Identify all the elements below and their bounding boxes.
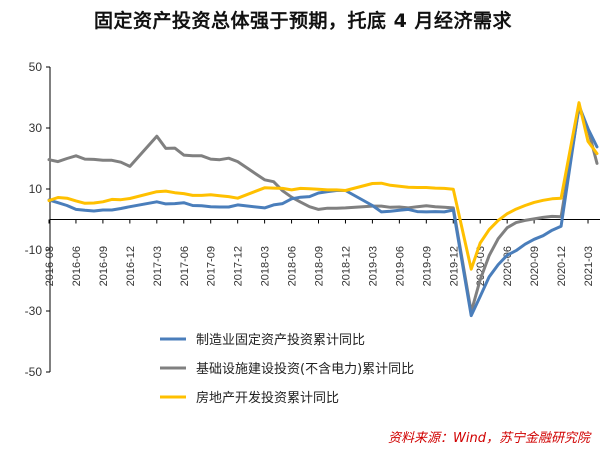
y-tick-label: 50: [29, 60, 43, 74]
x-tick-label: 2017-06: [179, 246, 191, 286]
x-tick-label: 2019-12: [448, 246, 460, 286]
source-note: 资料来源：Wind，苏宁金融研究院: [388, 431, 590, 446]
series-line-infrastructure: [47, 106, 599, 314]
y-tick-label: -10: [25, 243, 43, 257]
legend-label-infrastructure: 基础设施建设投资(不含电力)累计同比: [196, 361, 414, 377]
x-tick-label: 2018-09: [314, 246, 326, 286]
x-tick-label: 2021-03: [583, 246, 595, 286]
x-tick-label: 2018-03: [260, 246, 272, 286]
x-tick-label: 2020-12: [556, 246, 568, 286]
legend-label-real_estate: 房地产开发投资累计同比: [196, 390, 339, 406]
x-tick-label: 2019-06: [394, 246, 406, 286]
x-tick-label: 2017-09: [206, 246, 218, 286]
series-line-real_estate: [47, 101, 599, 271]
x-tick-label: 2019-09: [421, 246, 433, 286]
x-tick-label: 2019-03: [367, 246, 379, 286]
x-tick-label: 2017-03: [152, 246, 164, 286]
series-line-manufacturing: [47, 104, 599, 318]
x-tick-label: 2020-03: [475, 246, 487, 286]
x-tick-label: 2016-12: [125, 246, 137, 286]
x-tick-label: 2016-03: [44, 246, 56, 286]
y-tick-label: 30: [29, 121, 43, 135]
x-tick-label: 2020-09: [529, 246, 541, 286]
chart-title: 固定资产投资总体强于预期，托底 4 月经济需求: [94, 10, 512, 32]
x-tick-label: 2018-12: [340, 246, 352, 286]
y-tick-label: -30: [25, 304, 43, 318]
legend-label-manufacturing: 制造业固定资产投资累计同比: [196, 332, 365, 348]
y-tick-label: -50: [25, 365, 43, 379]
y-tick-label: 10: [29, 182, 43, 196]
x-tick-label: 2016-06: [71, 246, 83, 286]
x-tick-label: 2017-12: [233, 246, 245, 286]
x-tick-label: 2016-09: [98, 246, 110, 286]
x-tick-label: 2018-06: [287, 246, 299, 286]
